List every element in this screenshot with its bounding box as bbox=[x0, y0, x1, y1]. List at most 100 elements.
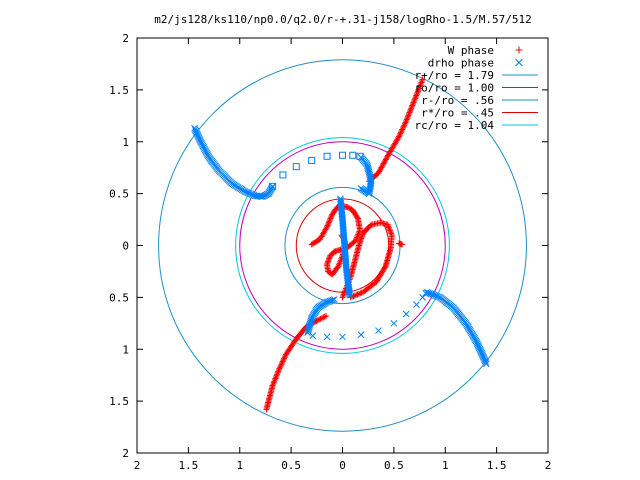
series-0-point bbox=[375, 169, 382, 176]
series-0-point bbox=[401, 122, 408, 129]
series-1-sparse-point bbox=[422, 289, 430, 297]
legend-label: W phase bbox=[448, 44, 494, 57]
series-0-point bbox=[328, 214, 335, 221]
series-1-sparse-point bbox=[413, 301, 420, 308]
series-0-point bbox=[318, 315, 325, 322]
series-1-point bbox=[357, 185, 365, 192]
series-1-sparse-point bbox=[339, 333, 346, 341]
series-0-point bbox=[416, 85, 423, 92]
series-1-point bbox=[269, 183, 276, 190]
series-0-point bbox=[419, 76, 426, 83]
series-0-point bbox=[354, 214, 361, 221]
series-0-point bbox=[321, 313, 328, 320]
series-0-point bbox=[411, 98, 418, 105]
y-tick-label: 1.5 bbox=[109, 395, 129, 408]
series-0-point bbox=[403, 116, 410, 123]
series-0-point bbox=[314, 317, 321, 324]
series-0-point bbox=[323, 225, 330, 232]
series-0-point bbox=[399, 126, 406, 133]
series-1-point bbox=[257, 193, 265, 200]
series-0-point bbox=[385, 224, 392, 231]
series-0-point bbox=[275, 367, 282, 373]
legend-label: rc/ro = 1.04 bbox=[415, 119, 495, 132]
series-1-sparse-point bbox=[375, 327, 382, 334]
series-0-point bbox=[326, 216, 333, 223]
series-0-point bbox=[337, 258, 344, 265]
series-0-point bbox=[282, 352, 289, 359]
series-0-point bbox=[282, 351, 289, 358]
series-0-point bbox=[379, 163, 386, 170]
circle-4 bbox=[235, 137, 450, 354]
series-1-point bbox=[482, 360, 490, 368]
series-0-point bbox=[354, 291, 361, 298]
series-1-sparse-point bbox=[308, 156, 316, 164]
series-0-point bbox=[411, 96, 418, 103]
y-tick-label: 1.5 bbox=[109, 84, 129, 97]
series-0-point bbox=[409, 101, 416, 108]
series-0-point bbox=[380, 160, 387, 167]
series-0-point bbox=[355, 290, 362, 297]
x-tick-label: 0.5 bbox=[384, 459, 404, 472]
series-1-sparse-point bbox=[323, 152, 331, 160]
y-tick-label: 1 bbox=[122, 343, 129, 356]
series-0-point bbox=[279, 358, 286, 365]
x-tick-label: 1.5 bbox=[487, 459, 507, 472]
chart-title: m2/js128/ks110/np0.0/q2.0/r-+.31-j158/lo… bbox=[154, 13, 532, 26]
legend-label: r+/ro = 1.79 bbox=[415, 69, 494, 82]
series-0-point bbox=[281, 354, 288, 361]
series-0-point bbox=[280, 357, 287, 364]
series-0-point bbox=[416, 83, 423, 90]
series-0-point bbox=[397, 130, 404, 137]
series-0-point bbox=[410, 99, 417, 106]
series-0-point bbox=[407, 106, 414, 113]
series-0-point bbox=[274, 369, 281, 376]
series-0-point bbox=[327, 215, 334, 222]
series-0-point bbox=[326, 255, 333, 262]
series-0-point bbox=[263, 406, 270, 413]
series-0-point bbox=[340, 291, 347, 298]
series-0-point bbox=[387, 229, 394, 236]
series-0-point bbox=[334, 264, 341, 271]
series-0-point bbox=[408, 105, 415, 112]
series-0-point bbox=[270, 379, 277, 386]
series-0-point bbox=[277, 364, 284, 371]
series-0-point bbox=[412, 93, 419, 100]
series-1-sparse-point bbox=[339, 151, 346, 159]
series-1-point bbox=[346, 290, 353, 298]
series-0-point bbox=[413, 91, 420, 98]
series-0-point bbox=[271, 376, 278, 383]
series-0-point bbox=[398, 127, 405, 134]
y-tick-label: 2 bbox=[122, 32, 129, 45]
series-0-point bbox=[379, 161, 386, 168]
series-0-point bbox=[406, 110, 413, 117]
legend-swatch bbox=[515, 46, 523, 54]
series-0-point bbox=[403, 118, 410, 124]
series-0-point bbox=[320, 314, 327, 321]
series-0-point bbox=[409, 102, 416, 109]
y-tick-label: 1 bbox=[122, 136, 129, 149]
series-0-point bbox=[275, 368, 282, 375]
series-0-point bbox=[396, 240, 403, 247]
series-0-point bbox=[387, 227, 394, 234]
series-0-point bbox=[276, 365, 283, 372]
series-0-point bbox=[381, 159, 388, 166]
series-0-point bbox=[408, 103, 415, 110]
series-0-point bbox=[356, 228, 363, 235]
series-0-point bbox=[325, 257, 332, 264]
series-0-point bbox=[386, 226, 393, 233]
series-0-point bbox=[401, 120, 408, 127]
series-1-sparse-point bbox=[292, 163, 300, 171]
series-0-point bbox=[419, 77, 426, 84]
series-0-point bbox=[402, 119, 409, 126]
x-tick-label: 0 bbox=[339, 459, 346, 472]
series-1-sparse-point bbox=[349, 151, 357, 159]
series-0-point bbox=[417, 80, 424, 87]
y-tick-label: 2 bbox=[122, 447, 129, 460]
series-0-point bbox=[396, 132, 403, 139]
series-0-point bbox=[405, 112, 412, 119]
series-1-point bbox=[346, 291, 354, 299]
data-points bbox=[191, 76, 490, 413]
series-1-sparse-point bbox=[279, 171, 287, 179]
legend-label: r*/ro = .45 bbox=[421, 107, 494, 120]
